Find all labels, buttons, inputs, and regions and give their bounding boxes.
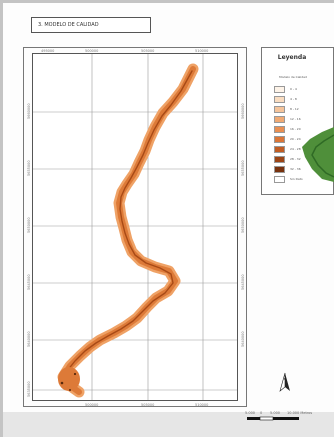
x-tick-label: 510000 bbox=[195, 49, 208, 53]
scale-segment bbox=[273, 417, 299, 420]
terrain-ridge bbox=[311, 134, 334, 178]
sheet-bottom-margin bbox=[3, 412, 334, 437]
y-tick-label: 5640000 bbox=[27, 331, 31, 347]
legend-item: 0 - 4 bbox=[274, 85, 324, 94]
legend-swatch bbox=[274, 166, 285, 173]
legend-label: 8 - 12 bbox=[290, 107, 299, 111]
legend-label: 12 - 16 bbox=[290, 117, 301, 121]
legend-item: 24 - 28 bbox=[274, 145, 324, 154]
legend-item: 16 - 20 bbox=[274, 125, 324, 134]
river-corridor bbox=[57, 63, 199, 398]
legend-item: 20 - 24 bbox=[274, 135, 324, 144]
legend-label: Sin Dato bbox=[290, 177, 303, 181]
scale-bar: 5.000 0 5.000 10.000 Metros bbox=[245, 411, 312, 421]
legend-item: 4 - 8 bbox=[274, 95, 324, 104]
legend-subtitle: Modelo de Calidad bbox=[279, 75, 307, 79]
north-arrow-icon: N bbox=[279, 372, 290, 392]
legend-swatch bbox=[274, 96, 285, 103]
legend-label: 4 - 8 bbox=[290, 97, 297, 101]
y-tick-label: 5635000 bbox=[27, 381, 31, 397]
river-point bbox=[69, 389, 71, 391]
legend-item: 12 - 16 bbox=[274, 115, 324, 124]
legend-swatch bbox=[274, 86, 285, 93]
river-point bbox=[60, 381, 64, 385]
terrain-relief bbox=[302, 127, 334, 182]
x-tick-label: 500000 bbox=[85, 49, 98, 53]
y-tick-label: 5650000 bbox=[27, 217, 31, 233]
legend-label: 16 - 20 bbox=[290, 127, 301, 131]
terrain-inset bbox=[302, 127, 334, 182]
outer-frame bbox=[23, 47, 247, 407]
legend-swatch bbox=[274, 106, 285, 113]
graticule-grid bbox=[33, 54, 237, 400]
scale-label: 5.000 bbox=[245, 411, 255, 415]
legend-swatch bbox=[274, 176, 285, 183]
y-tick-label: 5655000 bbox=[27, 160, 31, 176]
legend-label: 32 - 36 bbox=[290, 167, 301, 171]
scale-segment bbox=[247, 417, 260, 420]
map-area bbox=[32, 53, 238, 401]
legend-label: 0 - 4 bbox=[290, 87, 297, 91]
y-tick-label: 5645000 bbox=[27, 274, 31, 290]
legend-label: 28 - 32 bbox=[290, 157, 301, 161]
map-frame: 495000 500000 505000 510000 500000 50500… bbox=[23, 47, 247, 407]
north-arrow-half bbox=[279, 372, 286, 392]
legend-swatch bbox=[274, 116, 285, 123]
legend-swatch bbox=[274, 136, 285, 143]
river-channel bbox=[65, 70, 193, 389]
x-tick-label: 510000 bbox=[195, 403, 208, 407]
north-label: N bbox=[284, 377, 286, 381]
y-tick-label: 5660000 bbox=[241, 103, 245, 119]
river-point bbox=[73, 372, 77, 376]
scale-label: 5.000 bbox=[270, 411, 280, 415]
scale-label: 0 bbox=[260, 411, 262, 415]
legend-item: 28 - 32 bbox=[274, 155, 324, 164]
legend-swatch bbox=[274, 146, 285, 153]
y-tick-label: 5645000 bbox=[241, 274, 245, 290]
scale-label: 10.000 Metros bbox=[287, 411, 312, 415]
scale-segment bbox=[259, 416, 274, 421]
legend-item: 32 - 36 bbox=[274, 165, 324, 174]
river-delta bbox=[58, 367, 80, 391]
x-tick-label: 500000 bbox=[85, 403, 98, 407]
x-tick-label: 495000 bbox=[41, 49, 54, 53]
legend-title: Leyenda bbox=[277, 54, 307, 61]
legend-label: 20 - 24 bbox=[290, 137, 301, 141]
y-tick-label: 5650000 bbox=[241, 217, 245, 233]
y-tick-label: 5660000 bbox=[27, 103, 31, 119]
legend-label: 24 - 28 bbox=[290, 147, 301, 151]
map-title: 3. MODELO DE CALIDAD bbox=[31, 17, 151, 33]
legend-swatch bbox=[274, 156, 285, 163]
legend-item: 8 - 12 bbox=[274, 105, 324, 114]
legend-swatch bbox=[274, 126, 285, 133]
y-tick-label: 5655000 bbox=[241, 160, 245, 176]
legend-item: Sin Dato bbox=[274, 175, 324, 184]
y-tick-label: 5640000 bbox=[241, 331, 245, 347]
x-tick-label: 505000 bbox=[141, 49, 154, 53]
x-tick-label: 505000 bbox=[141, 403, 154, 407]
